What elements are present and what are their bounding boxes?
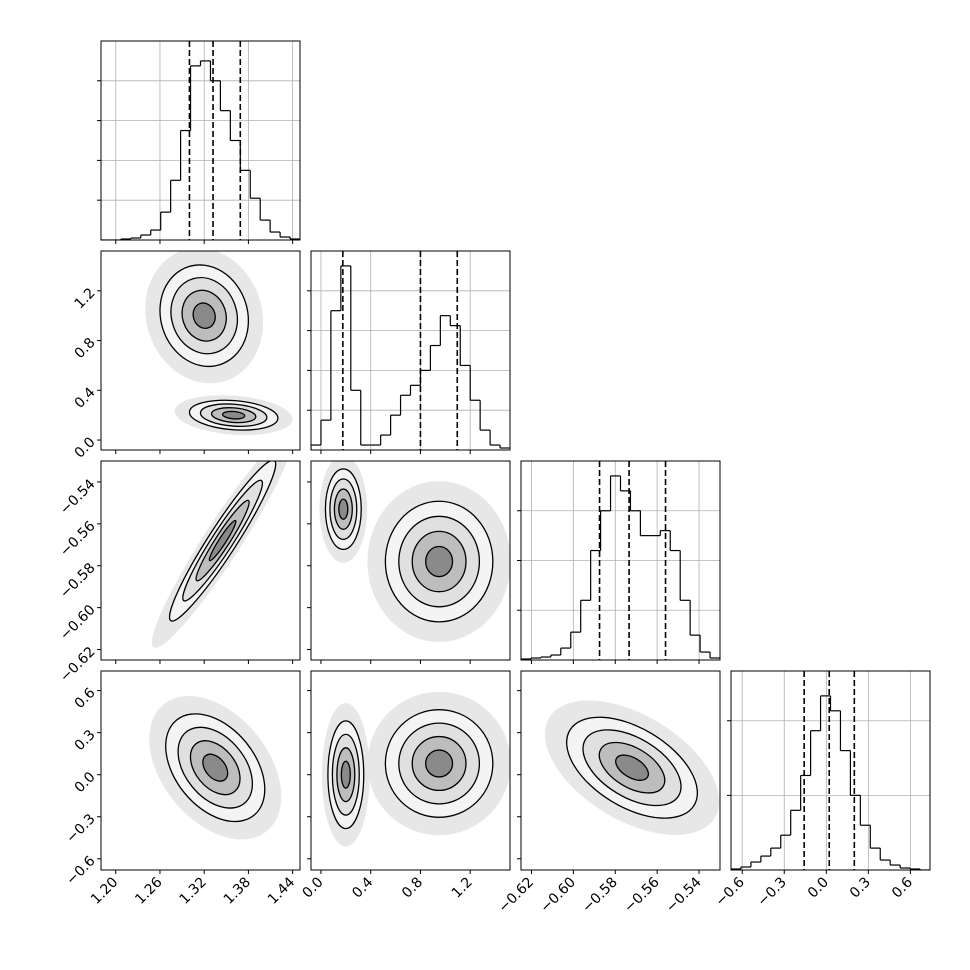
x-tick-label: −0.58: [579, 874, 621, 916]
y-tick-label: −0.6: [63, 853, 98, 888]
panel-frame: [310, 670, 511, 871]
x-tick-label: 0.3: [847, 874, 874, 901]
panel-frame: [310, 250, 511, 451]
contour: [202, 753, 229, 782]
contour: [192, 302, 216, 330]
panel: [145, 251, 293, 436]
panel: [521, 461, 720, 660]
panel-frame: [730, 670, 931, 871]
y-tick-label: −0.54: [57, 476, 99, 518]
contour: [208, 519, 237, 562]
contour: [221, 410, 246, 420]
y-tick-label: −0.62: [57, 644, 99, 686]
panel: [319, 461, 510, 642]
panel: [544, 700, 720, 835]
x-tick-label: 1.44: [265, 874, 298, 907]
y-tick-label: −0.3: [63, 811, 98, 846]
x-tick-label: 0.0: [300, 874, 327, 901]
x-tick-label: 1.26: [132, 874, 165, 907]
panel-frame: [100, 460, 301, 661]
contour: [615, 754, 650, 781]
y-tick-label: 0.0: [72, 769, 99, 796]
x-tick-label: 1.32: [176, 874, 209, 907]
y-tick-label: −0.58: [57, 560, 99, 602]
y-tick-label: 0.0: [72, 434, 99, 461]
x-tick-label: −0.3: [755, 874, 790, 909]
panel-frame: [520, 670, 721, 871]
panel: [321, 691, 510, 847]
y-tick-label: 1.2: [72, 285, 99, 312]
x-tick-label: 1.38: [221, 874, 254, 907]
contour: [340, 760, 351, 789]
panel-frame: [100, 670, 301, 871]
y-tick-label: 0.8: [72, 335, 99, 362]
x-tick-label: 1.20: [88, 874, 121, 907]
x-tick-label: 0.8: [399, 874, 426, 901]
x-tick-label: −0.56: [621, 874, 663, 916]
panel-frame: [310, 460, 511, 661]
contour: [338, 498, 349, 520]
panel-frame: [100, 40, 301, 241]
y-tick-label: −0.56: [57, 518, 99, 560]
y-tick-label: −0.60: [57, 602, 99, 644]
panel-frame: [520, 460, 721, 661]
x-tick-label: −0.54: [663, 874, 705, 916]
contour: [425, 545, 454, 578]
panel: [731, 671, 930, 870]
y-tick-label: 0.6: [72, 685, 99, 712]
x-tick-label: −0.6: [713, 874, 748, 909]
y-tick-label: 0.3: [72, 727, 99, 754]
contour: [425, 749, 454, 778]
x-tick-label: −0.62: [495, 874, 537, 916]
x-tick-label: 1.2: [449, 874, 476, 901]
x-tick-label: 0.0: [805, 874, 832, 901]
panel: [151, 461, 294, 648]
x-tick-label: 0.4: [349, 874, 376, 901]
panel: [311, 251, 510, 450]
panel-frame: [100, 250, 301, 451]
x-tick-label: −0.60: [537, 874, 579, 916]
x-tick-label: 0.6: [889, 874, 916, 901]
y-tick-label: 0.4: [72, 385, 99, 412]
panel: [149, 695, 282, 840]
panel: [101, 41, 300, 240]
